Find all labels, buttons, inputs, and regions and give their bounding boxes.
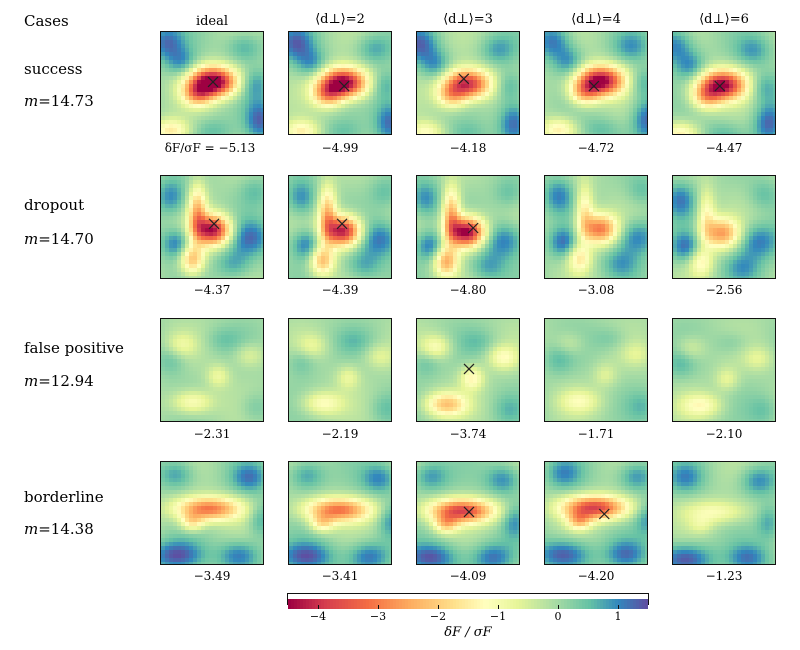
row-m-false-positive-value: =12.94 [38,372,94,390]
heatmap-panel-false-positive-d3 [416,318,520,422]
heatmap-panel-false-positive-d4 [544,318,648,422]
row-m-dropout-value: =14.70 [38,230,94,248]
heatmap-panel-dropout-d2 [288,175,392,279]
heatmap-panel-false-positive-d6 [672,318,776,422]
row-m-success-value: =14.73 [38,92,94,110]
col-title-d6-symbol: ⟨d⊥⟩ [699,12,730,27]
corner-label: Cases [24,12,69,30]
col-title-d3-symbol: ⟨d⊥⟩ [443,12,474,27]
col-title-d4-value: =4 [601,12,621,27]
colorbar [287,593,649,609]
col-title-d4: ⟨d⊥⟩=4 [541,12,651,27]
heatmap-panel-dropout-d4 [544,175,648,279]
colorbar-tick-label: −3 [369,610,387,623]
heatmap-panel-false-positive-d2 [288,318,392,422]
value-label-r3-c4: −1.23 [705,569,743,583]
colorbar-tick-label: −1 [489,610,507,623]
value-label-r3-c3: −4.20 [577,569,615,583]
row-m-borderline: m=14.38 [24,520,94,538]
heatmap-panel-false-positive-ideal [160,318,264,422]
colorbar-tick-mark [378,605,379,609]
colorbar-tick-label: −2 [429,610,447,623]
value-label-r3-c2: −4.09 [449,569,487,583]
value-label-r0-c0: δF/σF = −5.13 [140,141,280,155]
value-label-r1-c1: −4.39 [321,283,359,297]
colorbar-tick-mark [498,605,499,609]
heatmap-panel-success-d2 [288,31,392,135]
value-label-r3-c0: −3.49 [193,569,231,583]
colorbar-label: δF / σF [444,625,492,640]
row-label-dropout: dropout [24,196,85,214]
row-m-success: m=14.73 [24,92,94,110]
col-title-ideal: ideal [195,14,229,29]
value-label-r1-c3: −3.08 [577,283,615,297]
row-m-false-positive: m=12.94 [24,372,94,390]
value-label-r1-c0: −4.37 [193,283,231,297]
heatmap-panel-success-d6 [672,31,776,135]
colorbar-gradient [288,599,649,609]
value-label-r0-c3: −4.72 [577,141,615,155]
value-label-r0-c1: −4.99 [321,141,359,155]
row-m-borderline-value: =14.38 [38,520,94,538]
heatmap-panel-borderline-d6 [672,461,776,565]
heatmap-panel-borderline-ideal [160,461,264,565]
value-label-r0-c0-value: −5.13 [218,141,256,155]
col-title-d3-value: =3 [473,12,493,27]
colorbar-tick-label: 0 [554,610,562,623]
heatmap-panel-success-ideal [160,31,264,135]
colorbar-tick-mark [438,605,439,609]
colorbar-tick-mark [558,605,559,609]
col-title-d6-value: =6 [729,12,749,27]
heatmap-panel-success-d3 [416,31,520,135]
heatmap-panel-dropout-d6 [672,175,776,279]
colorbar-tick-mark [618,605,619,609]
row-label-borderline: borderline [24,488,104,506]
col-title-d2-symbol: ⟨d⊥⟩ [315,12,346,27]
colorbar-tick-label: −4 [309,610,327,623]
value-label-r2-c0: −2.31 [193,427,231,441]
row-m-borderline-symbol: m [24,520,39,538]
row-m-false-positive-symbol: m [24,372,39,390]
colorbar-tick-mark [318,605,319,609]
value-label-r2-c4: −2.10 [705,427,743,441]
heatmap-panel-dropout-d3 [416,175,520,279]
heatmap-panel-borderline-d2 [288,461,392,565]
value-label-r2-c3: −1.71 [577,427,615,441]
row-label-success: success [24,60,83,78]
value-label-r2-c1: −2.19 [321,427,359,441]
row-m-dropout: m=14.70 [24,230,94,248]
heatmap-panel-borderline-d4 [544,461,648,565]
value-label-r3-c1: −3.41 [321,569,359,583]
value-label-prefix: δF/σF = [164,141,215,155]
col-title-d3: ⟨d⊥⟩=3 [413,12,523,27]
heatmap-panel-borderline-d3 [416,461,520,565]
value-label-r1-c2: −4.80 [449,283,487,297]
row-m-dropout-symbol: m [24,230,39,248]
col-title-d6: ⟨d⊥⟩=6 [669,12,779,27]
colorbar-tick-label: 1 [614,610,622,623]
col-title-d2: ⟨d⊥⟩=2 [285,12,395,27]
heatmap-panel-success-d4 [544,31,648,135]
row-m-success-symbol: m [24,92,39,110]
value-label-r1-c4: −2.56 [705,283,743,297]
value-label-r0-c4: −4.47 [705,141,743,155]
value-label-r0-c2: −4.18 [449,141,487,155]
row-label-false-positive: false positive [24,339,124,357]
heatmap-panel-dropout-ideal [160,175,264,279]
col-title-d2-value: =2 [345,12,365,27]
value-label-r2-c2: −3.74 [449,427,487,441]
col-title-d4-symbol: ⟨d⊥⟩ [571,12,602,27]
